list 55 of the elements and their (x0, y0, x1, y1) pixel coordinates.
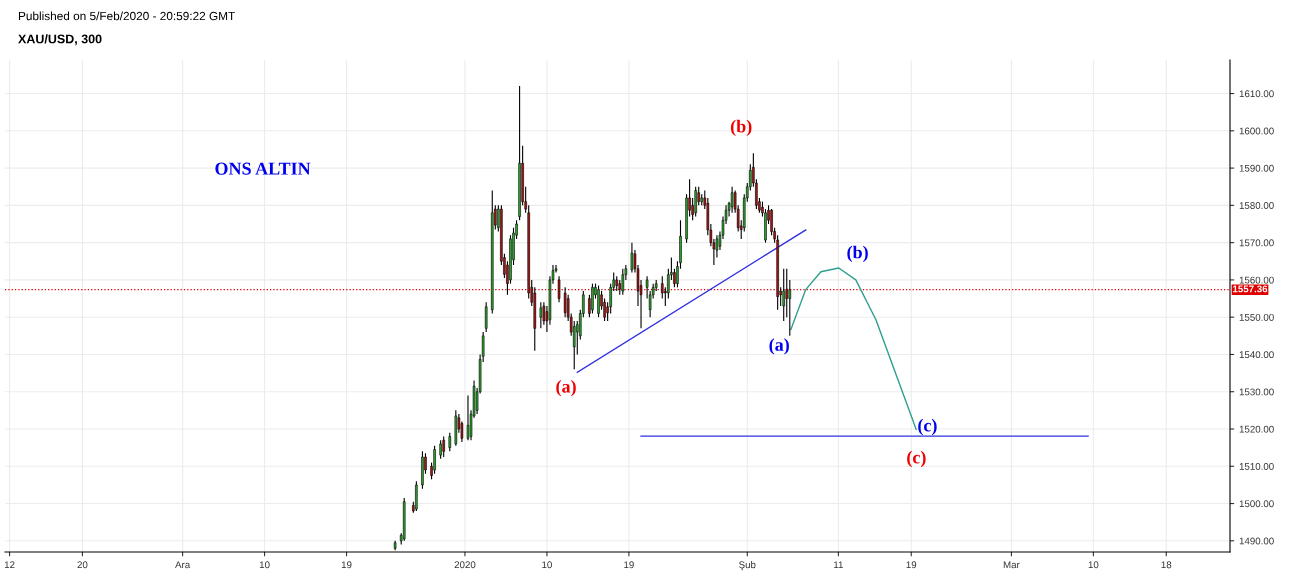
y-tick-label: 1590.00 (1239, 164, 1274, 172)
x-tick-label: 10 (542, 561, 552, 569)
y-tick-label: 1610.00 (1239, 90, 1274, 98)
x-tick-label: 10 (259, 561, 270, 569)
y-tick-label: 1570.00 (1239, 239, 1274, 247)
line-series (790, 267, 917, 431)
annotation: (c) (907, 450, 926, 468)
y-tick-label: 1600.00 (1239, 127, 1274, 135)
candlestick (597, 284, 600, 318)
x-tick-label: 19 (624, 561, 634, 569)
annotation: (c) (918, 418, 937, 436)
candlestick (448, 432, 452, 452)
candlestick (557, 275, 561, 303)
y-tick-label: 1500.00 (1239, 500, 1274, 508)
x-tick-label: Şub (739, 561, 756, 571)
y-tick-label: 1520.00 (1239, 425, 1274, 433)
annotation: (a) (769, 338, 789, 355)
candlestick (591, 283, 594, 315)
candlestick (788, 279, 792, 337)
y-tick-label: 1550.00 (1239, 313, 1274, 321)
candlestick (439, 439, 442, 460)
y-tick-label: 1580.00 (1239, 202, 1274, 209)
y-tick-label: 1540.00 (1239, 351, 1274, 359)
x-tick-label: 11 (834, 561, 843, 569)
candlestick (484, 301, 488, 333)
x-tick-label: Mar (1003, 561, 1020, 569)
ref-line-label: 1557.36 (1233, 285, 1268, 293)
candlestick (785, 268, 789, 318)
annotation: (a) (556, 379, 576, 397)
candlestick (782, 268, 785, 322)
candlestick (730, 186, 734, 214)
y-tick-label: 1530.00 (1239, 388, 1274, 396)
text: Published on 5/Feb/2020 - 20:59:22 GMT (18, 11, 235, 21)
y-tick-label: 1510.00 (1239, 463, 1274, 470)
candlestick (466, 394, 470, 441)
candlestick (442, 435, 445, 458)
x-tick-label: 19 (906, 561, 917, 569)
y-tick-label: 1560.00 (1239, 276, 1274, 284)
x-tick-label: 20 (77, 561, 88, 569)
annotation: ONS ALTIN (215, 162, 311, 175)
candlestick (433, 445, 436, 475)
x-tick-label: 19 (341, 561, 352, 569)
candlestick (630, 242, 634, 274)
x-tick-label: 10 (1088, 561, 1099, 569)
annotation: (b) (847, 245, 868, 263)
x-tick-label: 12 (4, 561, 15, 569)
candlestick (694, 186, 697, 218)
candlestick (563, 286, 567, 318)
chart-title: XAU/USD, 300 (18, 34, 102, 46)
y-tick-label: 1490.00 (1239, 537, 1274, 545)
candlestick (539, 301, 543, 329)
x-tick-label: Ara (175, 561, 191, 569)
x-tick-label: 18 (1161, 561, 1172, 569)
x-tick-label: 2020 (454, 561, 476, 569)
annotation: (b) (730, 119, 752, 137)
